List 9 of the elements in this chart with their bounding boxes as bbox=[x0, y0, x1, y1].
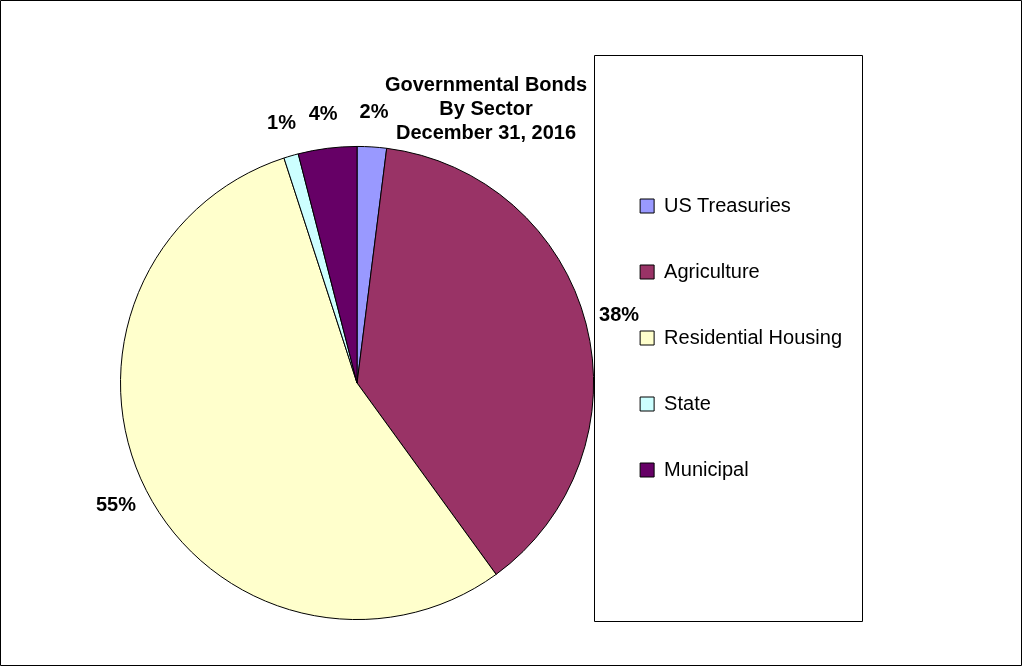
legend-label: Residential Housing bbox=[664, 325, 843, 348]
legend-label: State bbox=[664, 391, 711, 414]
legend-label: Municipal bbox=[664, 457, 749, 480]
data-label: 55% bbox=[95, 493, 137, 516]
data-label: 1% bbox=[267, 110, 297, 133]
legend-label: Agriculture bbox=[664, 259, 760, 282]
legend-label: US Treasuries bbox=[664, 193, 791, 216]
data-label: 38% bbox=[599, 303, 640, 326]
data-label: 4% bbox=[308, 102, 338, 125]
